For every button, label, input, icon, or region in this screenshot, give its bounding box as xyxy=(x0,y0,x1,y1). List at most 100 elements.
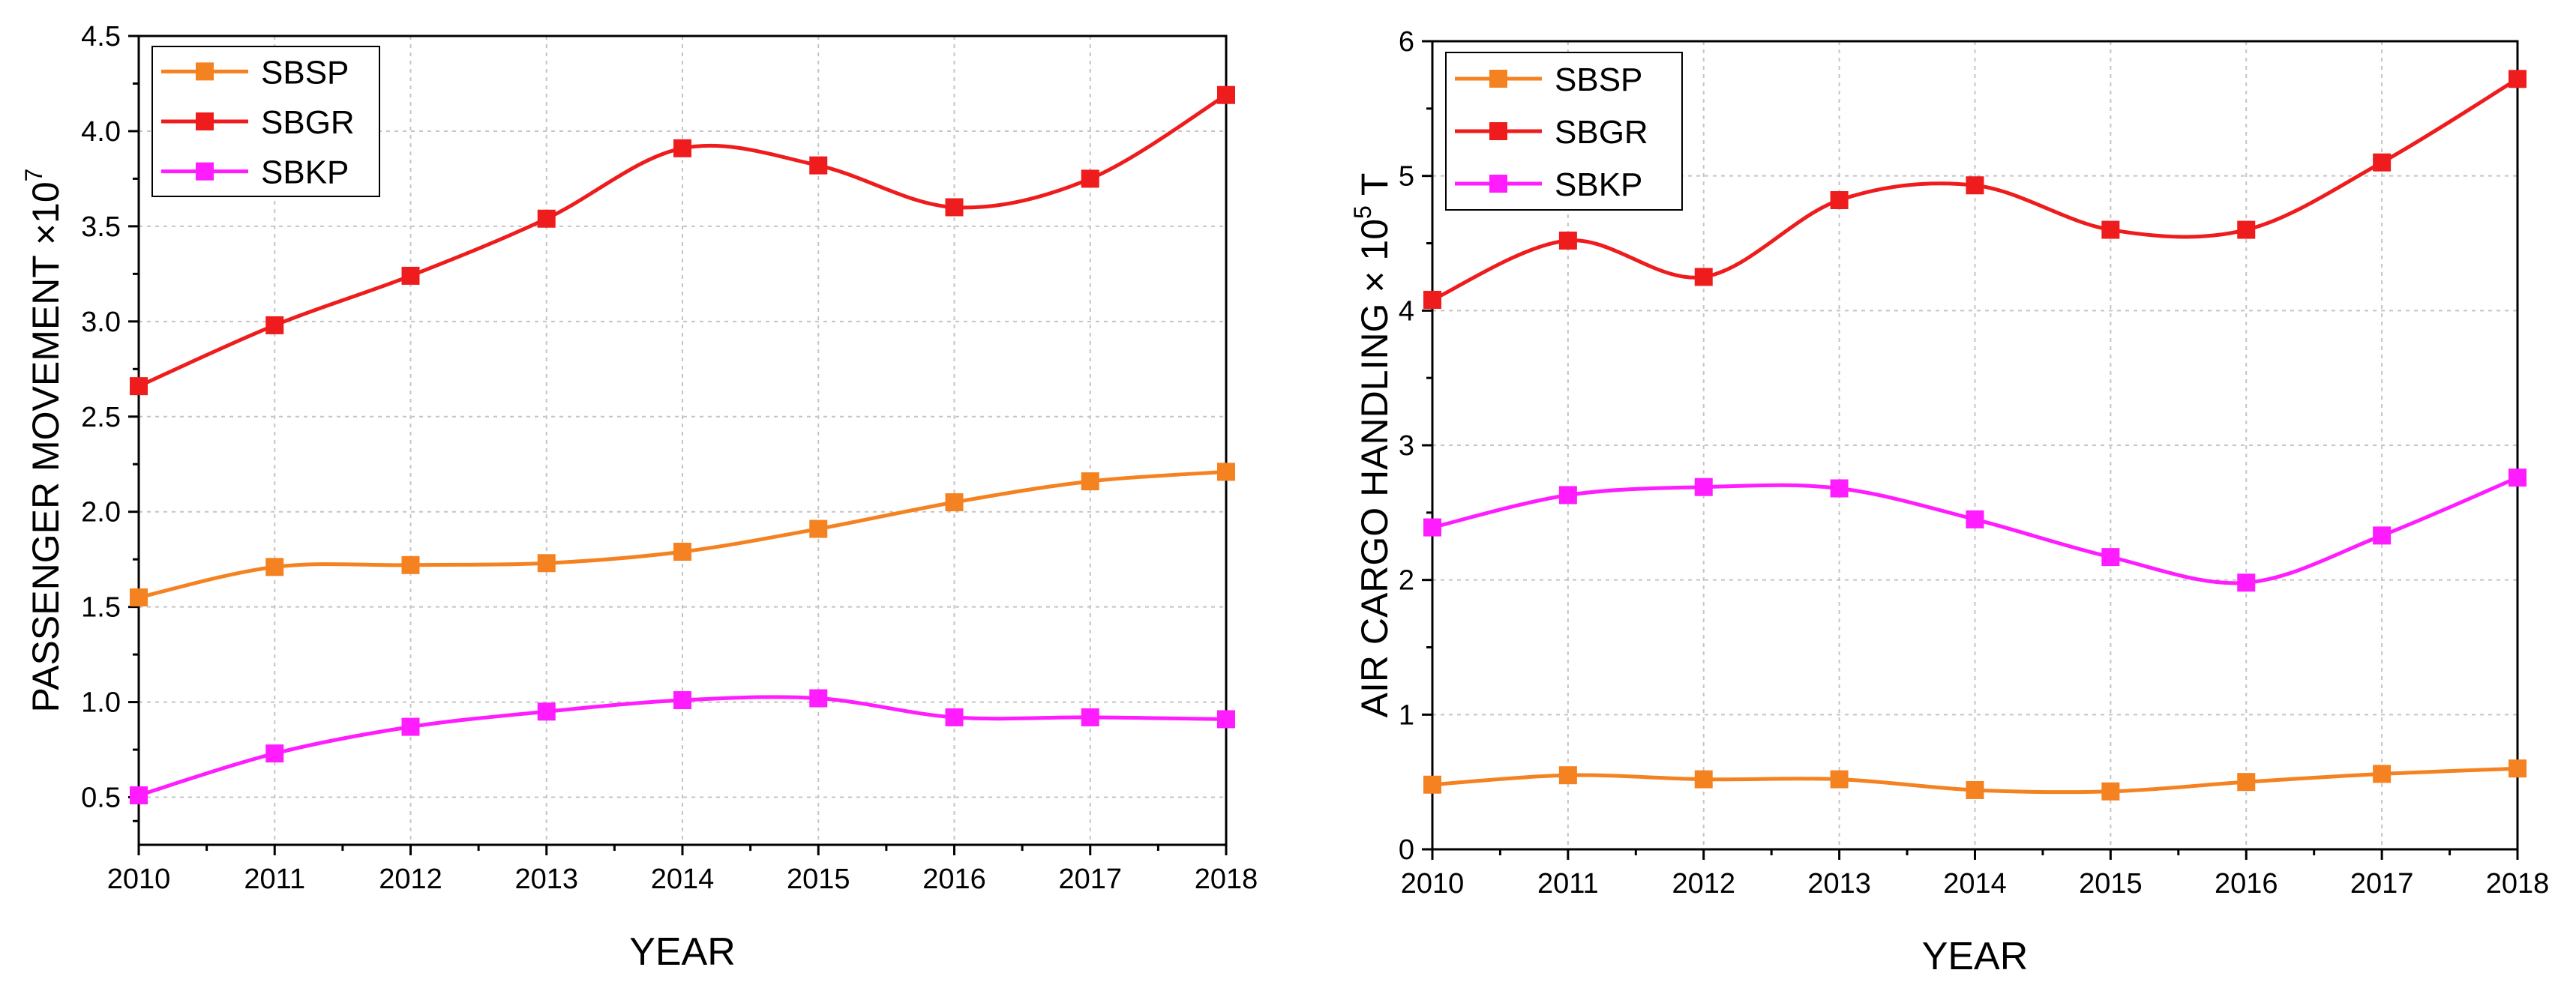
legend-label: SBGR xyxy=(261,104,355,141)
y-tick-label: 1 xyxy=(1399,699,1414,731)
data-point xyxy=(1830,479,1849,498)
x-tick-label: 2017 xyxy=(1058,864,1122,895)
y-tick-label: 2 xyxy=(1399,565,1414,597)
x-tick-label: 2013 xyxy=(514,864,578,895)
legend-marker xyxy=(196,112,214,130)
legend-label: SBGR xyxy=(1555,114,1648,151)
x-tick-label: 2014 xyxy=(1943,868,2007,900)
x-tick-label: 2012 xyxy=(1672,868,1735,900)
data-point xyxy=(2237,573,2256,592)
series-sbkp xyxy=(130,689,1235,804)
series-sbgr xyxy=(1423,70,2527,309)
data-point xyxy=(945,198,964,217)
data-point xyxy=(1966,780,1984,799)
data-point xyxy=(1081,169,1099,188)
data-point xyxy=(2237,773,2256,792)
y-tick-label: 1.5 xyxy=(81,592,121,624)
x-tick-label: 2016 xyxy=(922,864,986,895)
data-point xyxy=(130,588,148,606)
y-tick-label: 3.0 xyxy=(81,307,121,338)
data-point xyxy=(1081,472,1099,491)
x-tick-label: 2010 xyxy=(107,864,171,895)
data-point xyxy=(1694,268,1713,286)
data-point xyxy=(1694,770,1713,789)
data-point xyxy=(809,156,828,175)
legend-label: SBKP xyxy=(1555,166,1642,203)
x-axis-title: YEAR xyxy=(1922,935,2029,978)
data-point xyxy=(2373,526,2392,545)
data-point xyxy=(1558,231,1577,250)
y-tick-label: 0 xyxy=(1399,834,1414,866)
y-tick-label: 6 xyxy=(1399,26,1414,58)
y-axis-title-main: PASSENGER MOVEMENT ×10 xyxy=(25,181,67,712)
x-tick-label: 2018 xyxy=(1195,864,1258,895)
data-point xyxy=(1966,176,1984,195)
series-sbsp xyxy=(1423,759,2527,801)
y-tick-label: 3.5 xyxy=(81,211,121,243)
x-axis-title: YEAR xyxy=(629,930,736,974)
series-sbgr xyxy=(130,85,1235,396)
data-point xyxy=(2509,469,2527,487)
x-tick-label: 2016 xyxy=(2215,868,2278,900)
x-tick-label: 2014 xyxy=(651,864,715,895)
data-point xyxy=(2101,548,2120,567)
y-tick-label: 3 xyxy=(1399,430,1414,462)
legend-marker xyxy=(1489,175,1507,193)
legend-label: SBSP xyxy=(1555,61,1642,98)
data-point xyxy=(2373,765,2392,783)
data-point xyxy=(401,717,420,736)
y-axis-title-main: AIR CARGO HANDLING × 10 xyxy=(1354,219,1396,717)
data-point xyxy=(945,708,964,726)
data-point xyxy=(1558,766,1577,785)
data-point xyxy=(130,786,148,804)
data-point xyxy=(809,689,828,708)
x-tick-label: 2018 xyxy=(2486,868,2550,900)
legend: SBSP SBGR SBKP xyxy=(1445,52,1683,211)
x-tick-label: 2010 xyxy=(1401,868,1465,900)
legend-label: SBKP xyxy=(261,154,349,191)
data-point xyxy=(673,543,691,561)
y-axis: 0 1 2 3 4 5 6 xyxy=(1399,26,1432,866)
legend-marker xyxy=(196,62,214,81)
data-point xyxy=(1694,478,1713,496)
data-point xyxy=(2237,220,2256,239)
data-point xyxy=(2101,220,2120,239)
x-tick-label: 2012 xyxy=(379,864,442,895)
legend-marker xyxy=(1489,70,1507,88)
data-point xyxy=(1423,518,1441,537)
data-point xyxy=(1830,770,1849,789)
x-tick-label: 2011 xyxy=(1537,868,1599,900)
y-axis: 0.5 1.0 1.5 2.0 2.5 3.0 3.5 4.0 4.5 xyxy=(81,21,139,822)
legend-label: SBSP xyxy=(261,54,349,91)
x-axis: 2010 2011 2012 2013 2014 2015 2016 2017 2018 xyxy=(107,845,1258,895)
data-point xyxy=(130,377,148,396)
data-point xyxy=(1217,85,1235,104)
y-axis-title-unit: T xyxy=(1354,173,1396,206)
y-tick-label: 1.0 xyxy=(81,687,121,719)
data-point xyxy=(401,555,420,574)
y-tick-label: 2.0 xyxy=(81,497,121,528)
data-point xyxy=(1217,463,1235,481)
y-axis-title: PASSENGER MOVEMENT ×107 xyxy=(20,169,67,713)
data-point xyxy=(2101,782,2120,801)
y-tick-label: 4 xyxy=(1399,295,1414,327)
chart-1: 2010 2011 2012 2013 2014 2015 2016 2017 2018 0.5 1… xyxy=(20,21,1258,974)
legend-marker xyxy=(1489,122,1507,140)
data-point xyxy=(1217,710,1235,729)
legend-marker xyxy=(196,162,214,181)
data-point xyxy=(673,139,691,157)
grid xyxy=(1432,41,2518,849)
data-point xyxy=(537,554,556,573)
data-point xyxy=(2509,759,2527,778)
y-axis-title: AIR CARGO HANDLING × 105 T xyxy=(1349,173,1396,718)
series-sbkp xyxy=(1423,469,2527,592)
y-tick-label: 2.5 xyxy=(81,402,121,433)
chart-2: 2010 2011 2012 2013 2014 2015 2016 2017 2018 0 1 2 3… xyxy=(1349,26,2549,978)
y-tick-label: 0.5 xyxy=(81,783,121,814)
y-tick-label: 4.5 xyxy=(81,21,121,52)
x-tick-label: 2017 xyxy=(2350,868,2414,900)
data-point xyxy=(1081,708,1099,726)
data-point xyxy=(2373,153,2392,172)
data-point xyxy=(537,702,556,721)
